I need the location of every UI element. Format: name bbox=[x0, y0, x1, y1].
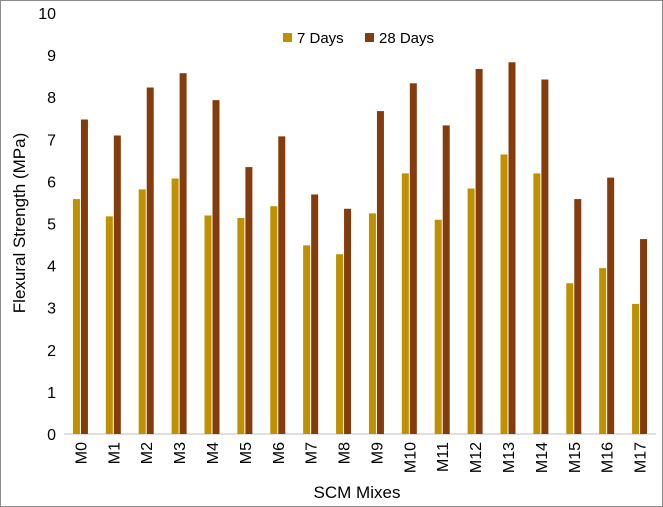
x-tick-label: M4 bbox=[205, 442, 222, 464]
bar-28-days bbox=[344, 208, 352, 434]
bar-7-days bbox=[270, 206, 278, 434]
x-tick-label: M6 bbox=[271, 442, 288, 464]
bar-28-days bbox=[278, 136, 286, 434]
x-axis-title: SCM Mixes bbox=[314, 483, 401, 502]
y-tick-label: 1 bbox=[47, 385, 56, 402]
bar-7-days bbox=[72, 199, 80, 434]
bar-7-days bbox=[500, 154, 508, 434]
x-tick-label: M11 bbox=[435, 442, 452, 472]
x-tick-label: M9 bbox=[369, 442, 386, 464]
bar-7-days bbox=[533, 173, 541, 434]
bar-7-days bbox=[467, 188, 475, 434]
y-tick-label: 10 bbox=[38, 6, 56, 23]
bar-7-days bbox=[171, 178, 179, 434]
bar-7-days bbox=[237, 218, 245, 434]
y-tick-label: 0 bbox=[47, 427, 56, 444]
x-tick-label: M2 bbox=[139, 442, 156, 464]
bar-7-days bbox=[204, 215, 212, 434]
x-tick-label: M17 bbox=[633, 442, 650, 473]
bar-28-days bbox=[80, 119, 88, 434]
bar-28-days bbox=[245, 167, 253, 434]
x-tick-label: M0 bbox=[73, 442, 90, 464]
bar-28-days bbox=[475, 68, 483, 435]
x-tick-label: M10 bbox=[402, 442, 419, 473]
x-tick-label: M14 bbox=[534, 442, 551, 473]
x-tick-label: M3 bbox=[172, 442, 189, 464]
x-tick-label: M13 bbox=[501, 442, 518, 473]
bars bbox=[72, 62, 648, 435]
bar-28-days bbox=[442, 125, 450, 435]
bar-28-days bbox=[640, 239, 648, 434]
bar-28-days bbox=[113, 135, 121, 435]
bar-7-days bbox=[434, 219, 442, 434]
x-tick-label: M1 bbox=[106, 442, 123, 464]
y-tick-label: 3 bbox=[47, 301, 56, 318]
bar-7-days bbox=[368, 213, 376, 434]
x-tick-label: M8 bbox=[337, 442, 354, 464]
x-tick-label: M7 bbox=[304, 442, 321, 464]
bar-28-days bbox=[508, 62, 516, 435]
y-tick-label: 2 bbox=[47, 343, 56, 360]
bar-28-days bbox=[179, 73, 187, 434]
bar-28-days bbox=[541, 79, 549, 434]
bar-28-days bbox=[146, 87, 154, 434]
x-tick-label: M16 bbox=[600, 442, 617, 473]
bar-7-days bbox=[138, 189, 146, 434]
x-tick-label: M15 bbox=[567, 442, 584, 473]
bar-28-days bbox=[409, 83, 417, 434]
y-tick-label: 9 bbox=[47, 48, 56, 65]
axes: 0 1 2 3 4 5 6 7 8 9 10 M0 M1 M2 M3 M4 M5 M6 M7 M8 M9 M10 M11 M1… bbox=[38, 6, 656, 473]
x-tick-label: M5 bbox=[238, 442, 255, 464]
bar-7-days bbox=[632, 303, 640, 434]
y-tick-label: 5 bbox=[47, 217, 56, 234]
bar-7-days bbox=[401, 173, 409, 434]
y-tick-label: 7 bbox=[47, 132, 56, 149]
y-tick-label: 8 bbox=[47, 90, 56, 107]
y-tick-label: 6 bbox=[47, 174, 56, 191]
legend: 7 Days 28 Days bbox=[283, 30, 434, 47]
bar-7-days bbox=[303, 245, 311, 434]
bar-28-days bbox=[311, 194, 319, 434]
bar-7-days bbox=[566, 283, 574, 434]
y-axis-title: Flexural Strength (MPa) bbox=[10, 133, 29, 313]
y-tick-label: 4 bbox=[47, 259, 56, 276]
legend-label: 28 Days bbox=[379, 30, 434, 47]
legend-swatch bbox=[283, 33, 292, 42]
legend-label: 7 Days bbox=[297, 30, 344, 47]
bar-28-days bbox=[212, 100, 220, 434]
bar-28-days bbox=[376, 111, 384, 434]
bar-7-days bbox=[599, 268, 607, 434]
legend-swatch bbox=[365, 33, 374, 42]
bar-7-days bbox=[336, 254, 344, 434]
x-tick-label: M12 bbox=[468, 442, 485, 473]
bar-7-days bbox=[105, 216, 113, 434]
bar-28-days bbox=[574, 199, 582, 434]
bar-28-days bbox=[607, 177, 615, 434]
